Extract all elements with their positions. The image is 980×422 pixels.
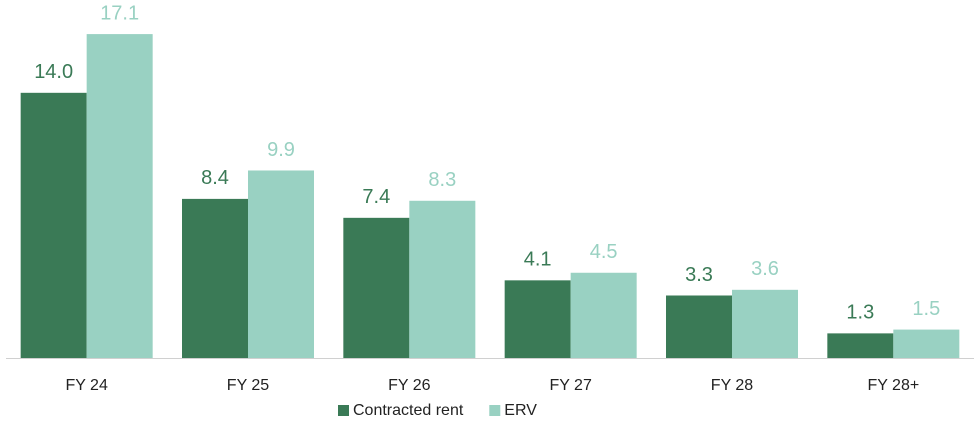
x-tick-label: FY 25 xyxy=(227,377,270,394)
value-label: 3.3 xyxy=(685,264,713,286)
value-label: 17.1 xyxy=(100,2,139,24)
value-label: 1.3 xyxy=(846,302,874,324)
bar xyxy=(827,333,894,358)
x-tick-label: FY 24 xyxy=(65,377,108,394)
value-label: 7.4 xyxy=(362,186,390,208)
value-label: 4.1 xyxy=(524,249,552,271)
legend-label: Contracted rent xyxy=(353,402,464,419)
bar xyxy=(570,272,637,358)
bar xyxy=(893,329,960,358)
bar xyxy=(248,170,314,358)
x-tick-label: FY 27 xyxy=(549,377,592,394)
bar xyxy=(86,34,153,358)
value-label: 3.6 xyxy=(751,258,779,280)
x-tick-label: FY 28 xyxy=(711,377,754,394)
bar xyxy=(504,280,571,358)
legend-swatch xyxy=(338,405,349,416)
bar xyxy=(666,295,732,358)
value-label: 14.0 xyxy=(34,61,73,83)
value-label: 4.5 xyxy=(590,241,618,263)
x-tick-label: FY 26 xyxy=(388,377,431,394)
bar xyxy=(182,198,248,358)
bar xyxy=(20,92,87,358)
value-label: 8.3 xyxy=(428,169,456,191)
bar xyxy=(732,289,798,358)
x-tick-label: FY 28+ xyxy=(867,377,919,394)
legend-label: ERV xyxy=(504,402,537,419)
bar xyxy=(409,200,476,358)
legend-swatch xyxy=(489,405,501,416)
value-label: 1.5 xyxy=(912,298,940,320)
value-label: 9.9 xyxy=(267,139,295,161)
value-label: 8.4 xyxy=(201,167,229,189)
bar xyxy=(343,217,410,358)
